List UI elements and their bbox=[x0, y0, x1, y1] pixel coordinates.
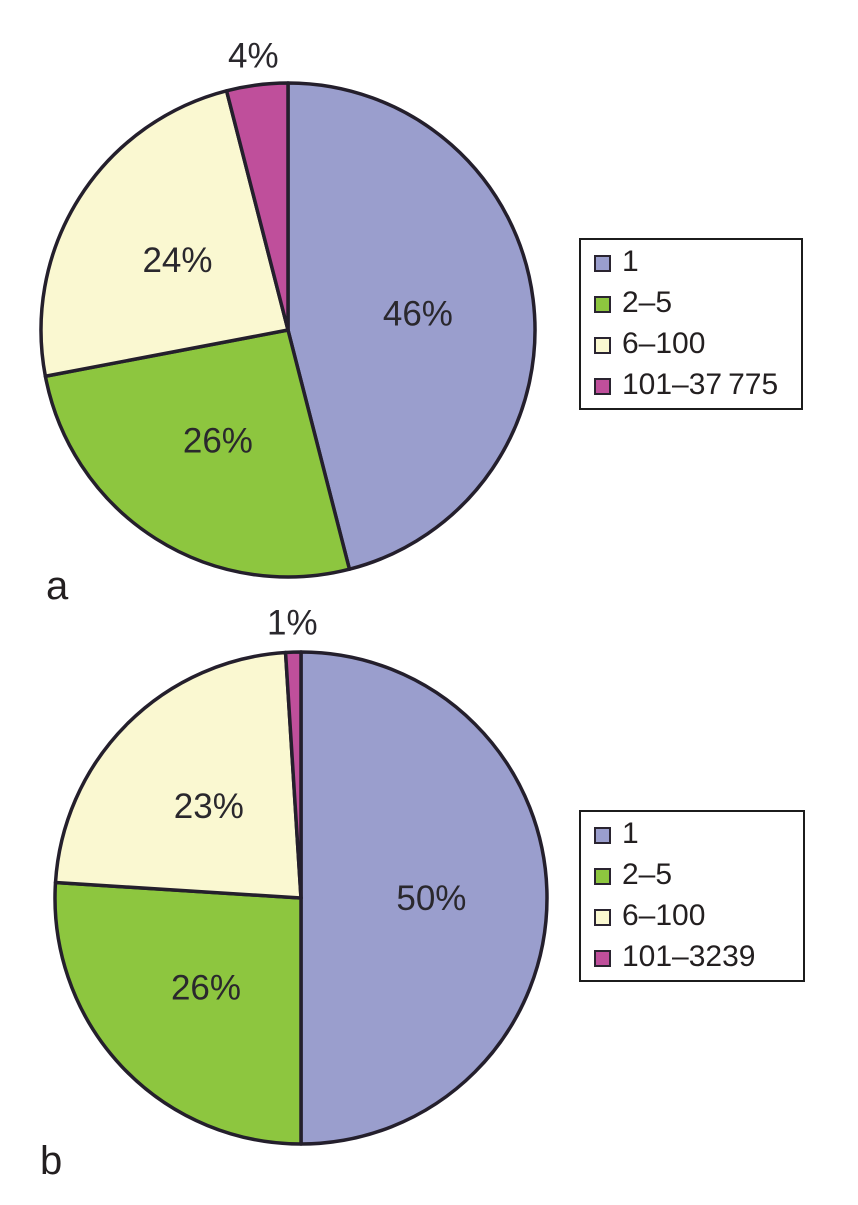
legend-item: 1 bbox=[594, 243, 801, 284]
pie-chart-a: 46% 26% 24% 4% bbox=[39, 37, 537, 579]
legend-b: 1 2–5 6–100 101–3239 bbox=[579, 810, 805, 982]
slice-percentage-label: 23% bbox=[174, 787, 244, 826]
legend-item: 2–5 bbox=[594, 284, 801, 325]
legend-swatch-101-3239 bbox=[594, 950, 611, 967]
pie-slice-2–5 bbox=[43, 328, 352, 579]
panel-label-b: b bbox=[40, 1139, 63, 1183]
legend-item-label: 2–5 bbox=[622, 286, 673, 319]
legend-swatch-2-5 bbox=[594, 296, 611, 313]
slice-percentage-label: 24% bbox=[142, 241, 212, 280]
legend-swatch-6-100 bbox=[594, 909, 611, 926]
legend-swatch-6-100 bbox=[594, 337, 611, 354]
legend-item: 1 bbox=[594, 815, 803, 856]
legend-item: 2–5 bbox=[594, 856, 803, 897]
legend-item: 101–37 775 bbox=[594, 366, 801, 407]
pie-slice-2–5 bbox=[53, 880, 303, 1146]
pie-slice-6–100 bbox=[53, 650, 303, 900]
pie-slice-1 bbox=[286, 81, 537, 571]
legend-swatch-1 bbox=[594, 827, 611, 844]
legend-item-label: 1 bbox=[622, 245, 639, 278]
legend-item-label: 1 bbox=[622, 817, 639, 850]
legend-swatch-101-37775 bbox=[594, 378, 611, 395]
pie-slice-6–100 bbox=[39, 89, 290, 379]
legend-item-label: 101–37 775 bbox=[622, 368, 779, 401]
legend-a: 1 2–5 6–100 101–37 775 bbox=[579, 238, 803, 410]
pie-chart-b: 50% 26% 23% 1% bbox=[53, 604, 549, 1146]
slice-percentage-label: 4% bbox=[228, 37, 279, 76]
slice-percentage-label: 1% bbox=[267, 604, 318, 643]
pie-slice-1 bbox=[299, 650, 549, 1146]
legend-item-label: 101–3239 bbox=[622, 940, 756, 973]
panel-label-a: a bbox=[46, 564, 69, 608]
slice-percentage-label: 50% bbox=[396, 879, 466, 918]
legend-item-label: 6–100 bbox=[622, 327, 706, 360]
pie-slice-101–37 775 bbox=[224, 81, 290, 332]
legend-swatch-2-5 bbox=[594, 868, 611, 885]
legend-item: 6–100 bbox=[594, 325, 801, 366]
legend-swatch-1 bbox=[594, 255, 611, 272]
legend-item-label: 6–100 bbox=[622, 899, 706, 932]
slice-percentage-label: 46% bbox=[383, 295, 453, 334]
legend-item-label: 2–5 bbox=[622, 858, 673, 891]
slice-percentage-label: 26% bbox=[171, 968, 241, 1007]
slice-percentage-label: 26% bbox=[183, 422, 253, 461]
pie-slice-101–3239 bbox=[283, 650, 303, 900]
legend-item: 6–100 bbox=[594, 897, 803, 938]
legend-item: 101–3239 bbox=[594, 938, 803, 979]
